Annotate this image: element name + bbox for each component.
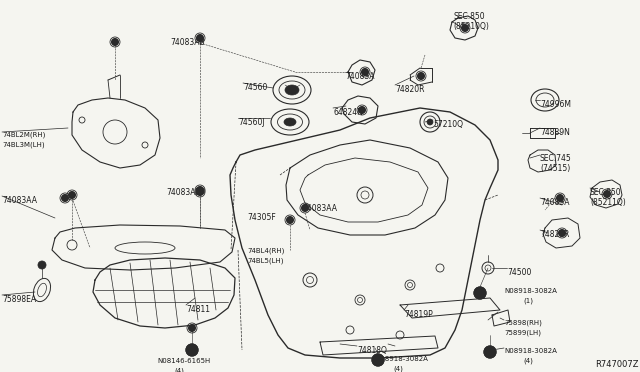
Circle shape <box>61 195 68 202</box>
Text: (85211Q): (85211Q) <box>590 198 626 207</box>
Circle shape <box>604 190 611 198</box>
Text: 74083AA: 74083AA <box>302 204 337 213</box>
Circle shape <box>362 68 369 76</box>
Circle shape <box>557 195 563 202</box>
Circle shape <box>189 324 195 331</box>
Circle shape <box>287 217 294 224</box>
Circle shape <box>196 189 204 196</box>
Text: 74083AB: 74083AB <box>166 188 200 197</box>
Text: 74083AA: 74083AA <box>2 196 37 205</box>
Circle shape <box>358 106 365 113</box>
Text: 74BL3M(LH): 74BL3M(LH) <box>2 142 45 148</box>
Text: N: N <box>376 357 380 362</box>
Text: SEC.850: SEC.850 <box>453 12 484 21</box>
Text: N: N <box>488 350 492 355</box>
Ellipse shape <box>285 85 299 95</box>
Text: 74821R: 74821R <box>540 230 570 239</box>
Circle shape <box>559 230 566 237</box>
Text: 74819P: 74819P <box>404 310 433 319</box>
Text: (1): (1) <box>523 298 533 305</box>
Text: 74083A: 74083A <box>540 198 570 207</box>
Circle shape <box>372 354 384 366</box>
Text: (74515): (74515) <box>540 164 570 173</box>
Ellipse shape <box>284 118 296 126</box>
Text: N: N <box>477 291 483 295</box>
Text: N08918-3082A: N08918-3082A <box>375 356 428 362</box>
Text: 75898(RH): 75898(RH) <box>504 320 542 327</box>
Text: 74305F: 74305F <box>247 213 276 222</box>
Circle shape <box>417 73 424 80</box>
Text: R: R <box>190 347 194 353</box>
Text: 57210Q: 57210Q <box>433 120 463 129</box>
Circle shape <box>196 186 204 193</box>
Text: 64824N: 64824N <box>333 108 363 117</box>
Text: SEC.850: SEC.850 <box>590 188 621 197</box>
Circle shape <box>38 261 46 269</box>
Text: 74083AB: 74083AB <box>170 38 205 47</box>
Text: 74500: 74500 <box>507 268 531 277</box>
Text: 74BL2M(RH): 74BL2M(RH) <box>2 132 45 138</box>
Circle shape <box>427 119 433 125</box>
Text: (4): (4) <box>393 366 403 372</box>
Text: SEC.745: SEC.745 <box>540 154 572 163</box>
Circle shape <box>461 25 468 32</box>
Circle shape <box>186 344 198 356</box>
Text: 74BL4(RH): 74BL4(RH) <box>247 248 284 254</box>
Text: 74560: 74560 <box>243 83 268 92</box>
Text: 74996M: 74996M <box>540 100 571 109</box>
Circle shape <box>301 205 308 212</box>
Text: (4): (4) <box>174 368 184 372</box>
Text: 74889N: 74889N <box>540 128 570 137</box>
Text: R747007Z: R747007Z <box>595 360 639 369</box>
Text: 75899(LH): 75899(LH) <box>504 330 541 337</box>
Text: N08146-6165H: N08146-6165H <box>157 358 211 364</box>
Circle shape <box>474 287 486 299</box>
Text: 74BL5(LH): 74BL5(LH) <box>247 258 284 264</box>
Text: (4): (4) <box>523 358 533 365</box>
Text: N08918-3082A: N08918-3082A <box>504 288 557 294</box>
Circle shape <box>484 346 496 358</box>
Text: 74811: 74811 <box>186 305 210 314</box>
Text: (85210Q): (85210Q) <box>453 22 489 31</box>
Text: 74820R: 74820R <box>395 85 424 94</box>
Text: 74560J: 74560J <box>238 118 264 127</box>
Circle shape <box>196 35 204 42</box>
Text: 74818Q: 74818Q <box>357 346 387 355</box>
Circle shape <box>111 38 118 45</box>
Text: N08918-3082A: N08918-3082A <box>504 348 557 354</box>
Circle shape <box>68 192 76 199</box>
Text: 75898EA: 75898EA <box>2 295 36 304</box>
Text: 74083A: 74083A <box>345 72 374 81</box>
